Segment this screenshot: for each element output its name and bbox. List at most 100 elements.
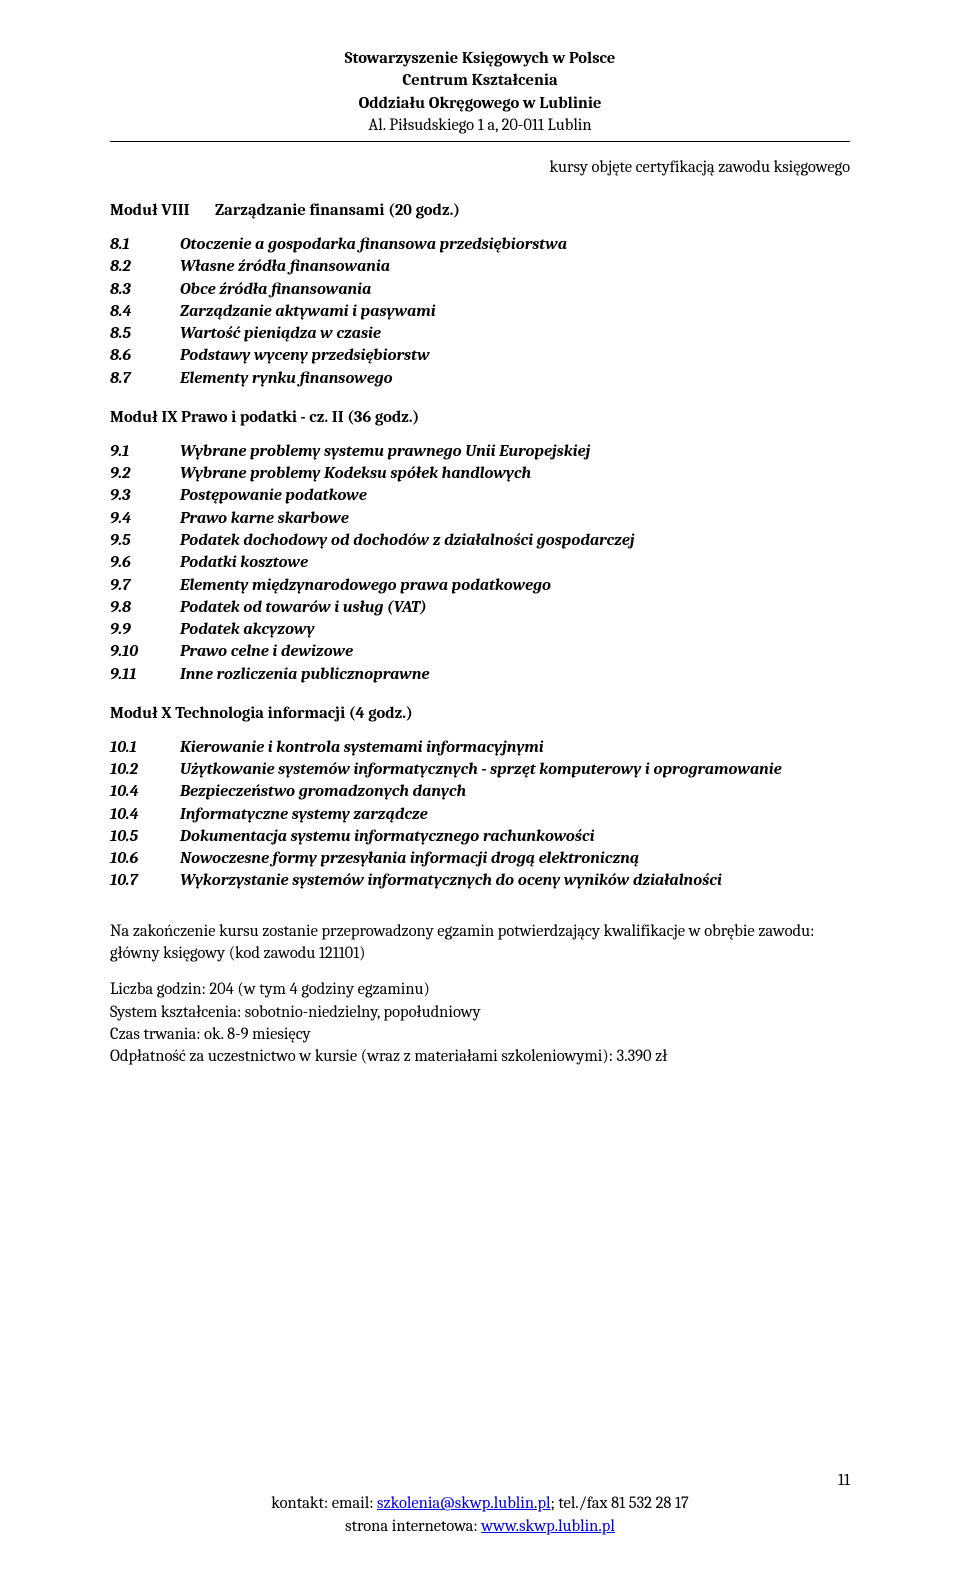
contact-footer: kontakt: email: szkolenia@skwp.lublin.pl… [0, 1493, 960, 1538]
item-text: Postępowanie podatkowe [180, 485, 850, 507]
item-number: 8.7 [110, 368, 180, 390]
module-title-text: Zarządzanie finansami (20 godz.) [215, 201, 460, 220]
module-item: 9.5Podatek dochodowy od dochodów z dział… [110, 530, 850, 552]
item-number: 9.11 [110, 664, 180, 686]
modules: Moduł VIIIZarządzanie finansami (20 godz… [110, 201, 850, 893]
item-text: Podatki kosztowe [180, 552, 850, 574]
module-item: 9.1Wybrane problemy systemu prawnego Uni… [110, 441, 850, 463]
module-item: 10.4Bezpieczeństwo gromadzonych danych [110, 781, 850, 803]
item-text: Elementy międzynarodowego prawa podatkow… [180, 575, 850, 597]
module-item: 10.1Kierowanie i kontrola systemami info… [110, 737, 850, 759]
contact-email-link[interactable]: szkolenia@skwp.lublin.pl [377, 1494, 550, 1513]
item-text: Użytkowanie systemów informatycznych - s… [180, 759, 850, 781]
item-number: 10.1 [110, 737, 180, 759]
module-item: 9.7Elementy międzynarodowego prawa podat… [110, 575, 850, 597]
item-number: 9.5 [110, 530, 180, 552]
item-text: Obce źródła finansowania [180, 279, 850, 301]
item-text: Wykorzystanie systemów informatycznych d… [180, 870, 850, 892]
item-text: Podatek akcyzowy [180, 619, 850, 641]
item-text: Wybrane problemy systemu prawnego Unii E… [180, 441, 850, 463]
module-item: 9.10Prawo celne i dewizowe [110, 641, 850, 663]
item-text: Bezpieczeństwo gromadzonych danych [180, 781, 850, 803]
item-text: Prawo karne skarbowe [180, 508, 850, 530]
header-rule [110, 141, 850, 142]
subheader-right: kursy objęte certyfikacją zawodu księgow… [110, 158, 850, 177]
item-number: 9.10 [110, 641, 180, 663]
module-item: 10.2Użytkowanie systemów informatycznych… [110, 759, 850, 781]
module-item: 8.3Obce źródła finansowania [110, 279, 850, 301]
item-text: Podstawy wyceny przedsiębiorstw [180, 345, 850, 367]
contact-suffix: ; tel./fax 81 532 28 17 [551, 1494, 689, 1513]
module-item: 10.4Informatyczne systemy zarządcze [110, 804, 850, 826]
footer-block: Na zakończenie kursu zostanie przeprowad… [110, 921, 850, 1069]
item-text: Nowoczesne formy przesyłania informacji … [180, 848, 850, 870]
item-number: 10.2 [110, 759, 180, 781]
module-item: 10.7Wykorzystanie systemów informatyczny… [110, 870, 850, 892]
item-number: 10.7 [110, 870, 180, 892]
module-item-list: 8.1Otoczenie a gospodarka finansowa prze… [110, 234, 850, 390]
module-item: 9.3Postępowanie podatkowe [110, 485, 850, 507]
header-line: Oddziału Okręgowego w Lublinie [110, 93, 850, 115]
item-number: 9.4 [110, 508, 180, 530]
item-number: 10.5 [110, 826, 180, 848]
module-item: 9.2Wybrane problemy Kodeksu spółek handl… [110, 463, 850, 485]
item-number: 9.6 [110, 552, 180, 574]
item-number: 10.6 [110, 848, 180, 870]
contact-line: strona internetowa: www.skwp.lublin.pl [0, 1516, 960, 1538]
document-header: Stowarzyszenie Księgowych w Polsce Centr… [110, 48, 850, 137]
item-text: Zarządzanie aktywami i pasywami [180, 301, 850, 323]
item-number: 8.4 [110, 301, 180, 323]
item-number: 9.7 [110, 575, 180, 597]
module-item: 9.9Podatek akcyzowy [110, 619, 850, 641]
item-number: 10.4 [110, 804, 180, 826]
module-item-list: 9.1Wybrane problemy systemu prawnego Uni… [110, 441, 850, 686]
item-number: 9.8 [110, 597, 180, 619]
module-item: 10.5Dokumentacja systemu informatycznego… [110, 826, 850, 848]
module-item: 9.6Podatki kosztowe [110, 552, 850, 574]
module-item: 10.6Nowoczesne formy przesyłania informa… [110, 848, 850, 870]
item-text: Kierowanie i kontrola systemami informac… [180, 737, 850, 759]
item-text: Informatyczne systemy zarządcze [180, 804, 850, 826]
module-item: 8.5Wartość pieniądza w czasie [110, 323, 850, 345]
module-item: 9.8Podatek od towarów i usług (VAT) [110, 597, 850, 619]
item-text: Wybrane problemy Kodeksu spółek handlowy… [180, 463, 850, 485]
module-number: Moduł VIII [110, 201, 215, 220]
item-number: 9.3 [110, 485, 180, 507]
item-text: Elementy rynku finansowego [180, 368, 850, 390]
module-item-list: 10.1Kierowanie i kontrola systemami info… [110, 737, 850, 893]
contact-url-link[interactable]: www.skwp.lublin.pl [481, 1517, 615, 1536]
header-line: Centrum Kształcenia [110, 70, 850, 92]
module-item: 8.7Elementy rynku finansowego [110, 368, 850, 390]
item-number: 9.2 [110, 463, 180, 485]
module-title: Moduł VIIIZarządzanie finansami (20 godz… [110, 201, 850, 220]
item-text: Inne rozliczenia publicznoprawne [180, 664, 850, 686]
document-page: Stowarzyszenie Księgowych w Polsce Centr… [0, 0, 960, 1572]
item-text: Prawo celne i dewizowe [180, 641, 850, 663]
item-text: Dokumentacja systemu informatycznego rac… [180, 826, 850, 848]
item-text: Podatek od towarów i usług (VAT) [180, 597, 850, 619]
module-item: 8.1Otoczenie a gospodarka finansowa prze… [110, 234, 850, 256]
footer-paragraph: Na zakończenie kursu zostanie przeprowad… [110, 921, 850, 966]
item-number: 10.4 [110, 781, 180, 803]
module-item: 8.6Podstawy wyceny przedsiębiorstw [110, 345, 850, 367]
item-number: 8.5 [110, 323, 180, 345]
contact-line: kontakt: email: szkolenia@skwp.lublin.pl… [0, 1493, 960, 1515]
item-number: 9.9 [110, 619, 180, 641]
header-line: Stowarzyszenie Księgowych w Polsce [110, 48, 850, 70]
item-text: Otoczenie a gospodarka finansowa przedsi… [180, 234, 850, 256]
contact-label: kontakt: email: [271, 1494, 377, 1513]
item-text: Własne źródła finansowania [180, 256, 850, 278]
module-item: 8.2Własne źródła finansowania [110, 256, 850, 278]
module-title: Moduł X Technologia informacji (4 godz.) [110, 704, 850, 723]
item-number: 8.3 [110, 279, 180, 301]
item-number: 8.1 [110, 234, 180, 256]
item-number: 8.6 [110, 345, 180, 367]
module-item: 8.4Zarządzanie aktywami i pasywami [110, 301, 850, 323]
page-number: 11 [838, 1471, 850, 1490]
module-title: Moduł IX Prawo i podatki - cz. II (36 go… [110, 408, 850, 427]
item-text: Wartość pieniądza w czasie [180, 323, 850, 345]
item-number: 9.1 [110, 441, 180, 463]
header-line: Al. Piłsudskiego 1 a, 20-011 Lublin [110, 115, 850, 137]
footer-paragraph: Liczba godzin: 204 (w tym 4 godziny egza… [110, 979, 850, 1068]
contact-url-label: strona internetowa: [345, 1517, 481, 1536]
